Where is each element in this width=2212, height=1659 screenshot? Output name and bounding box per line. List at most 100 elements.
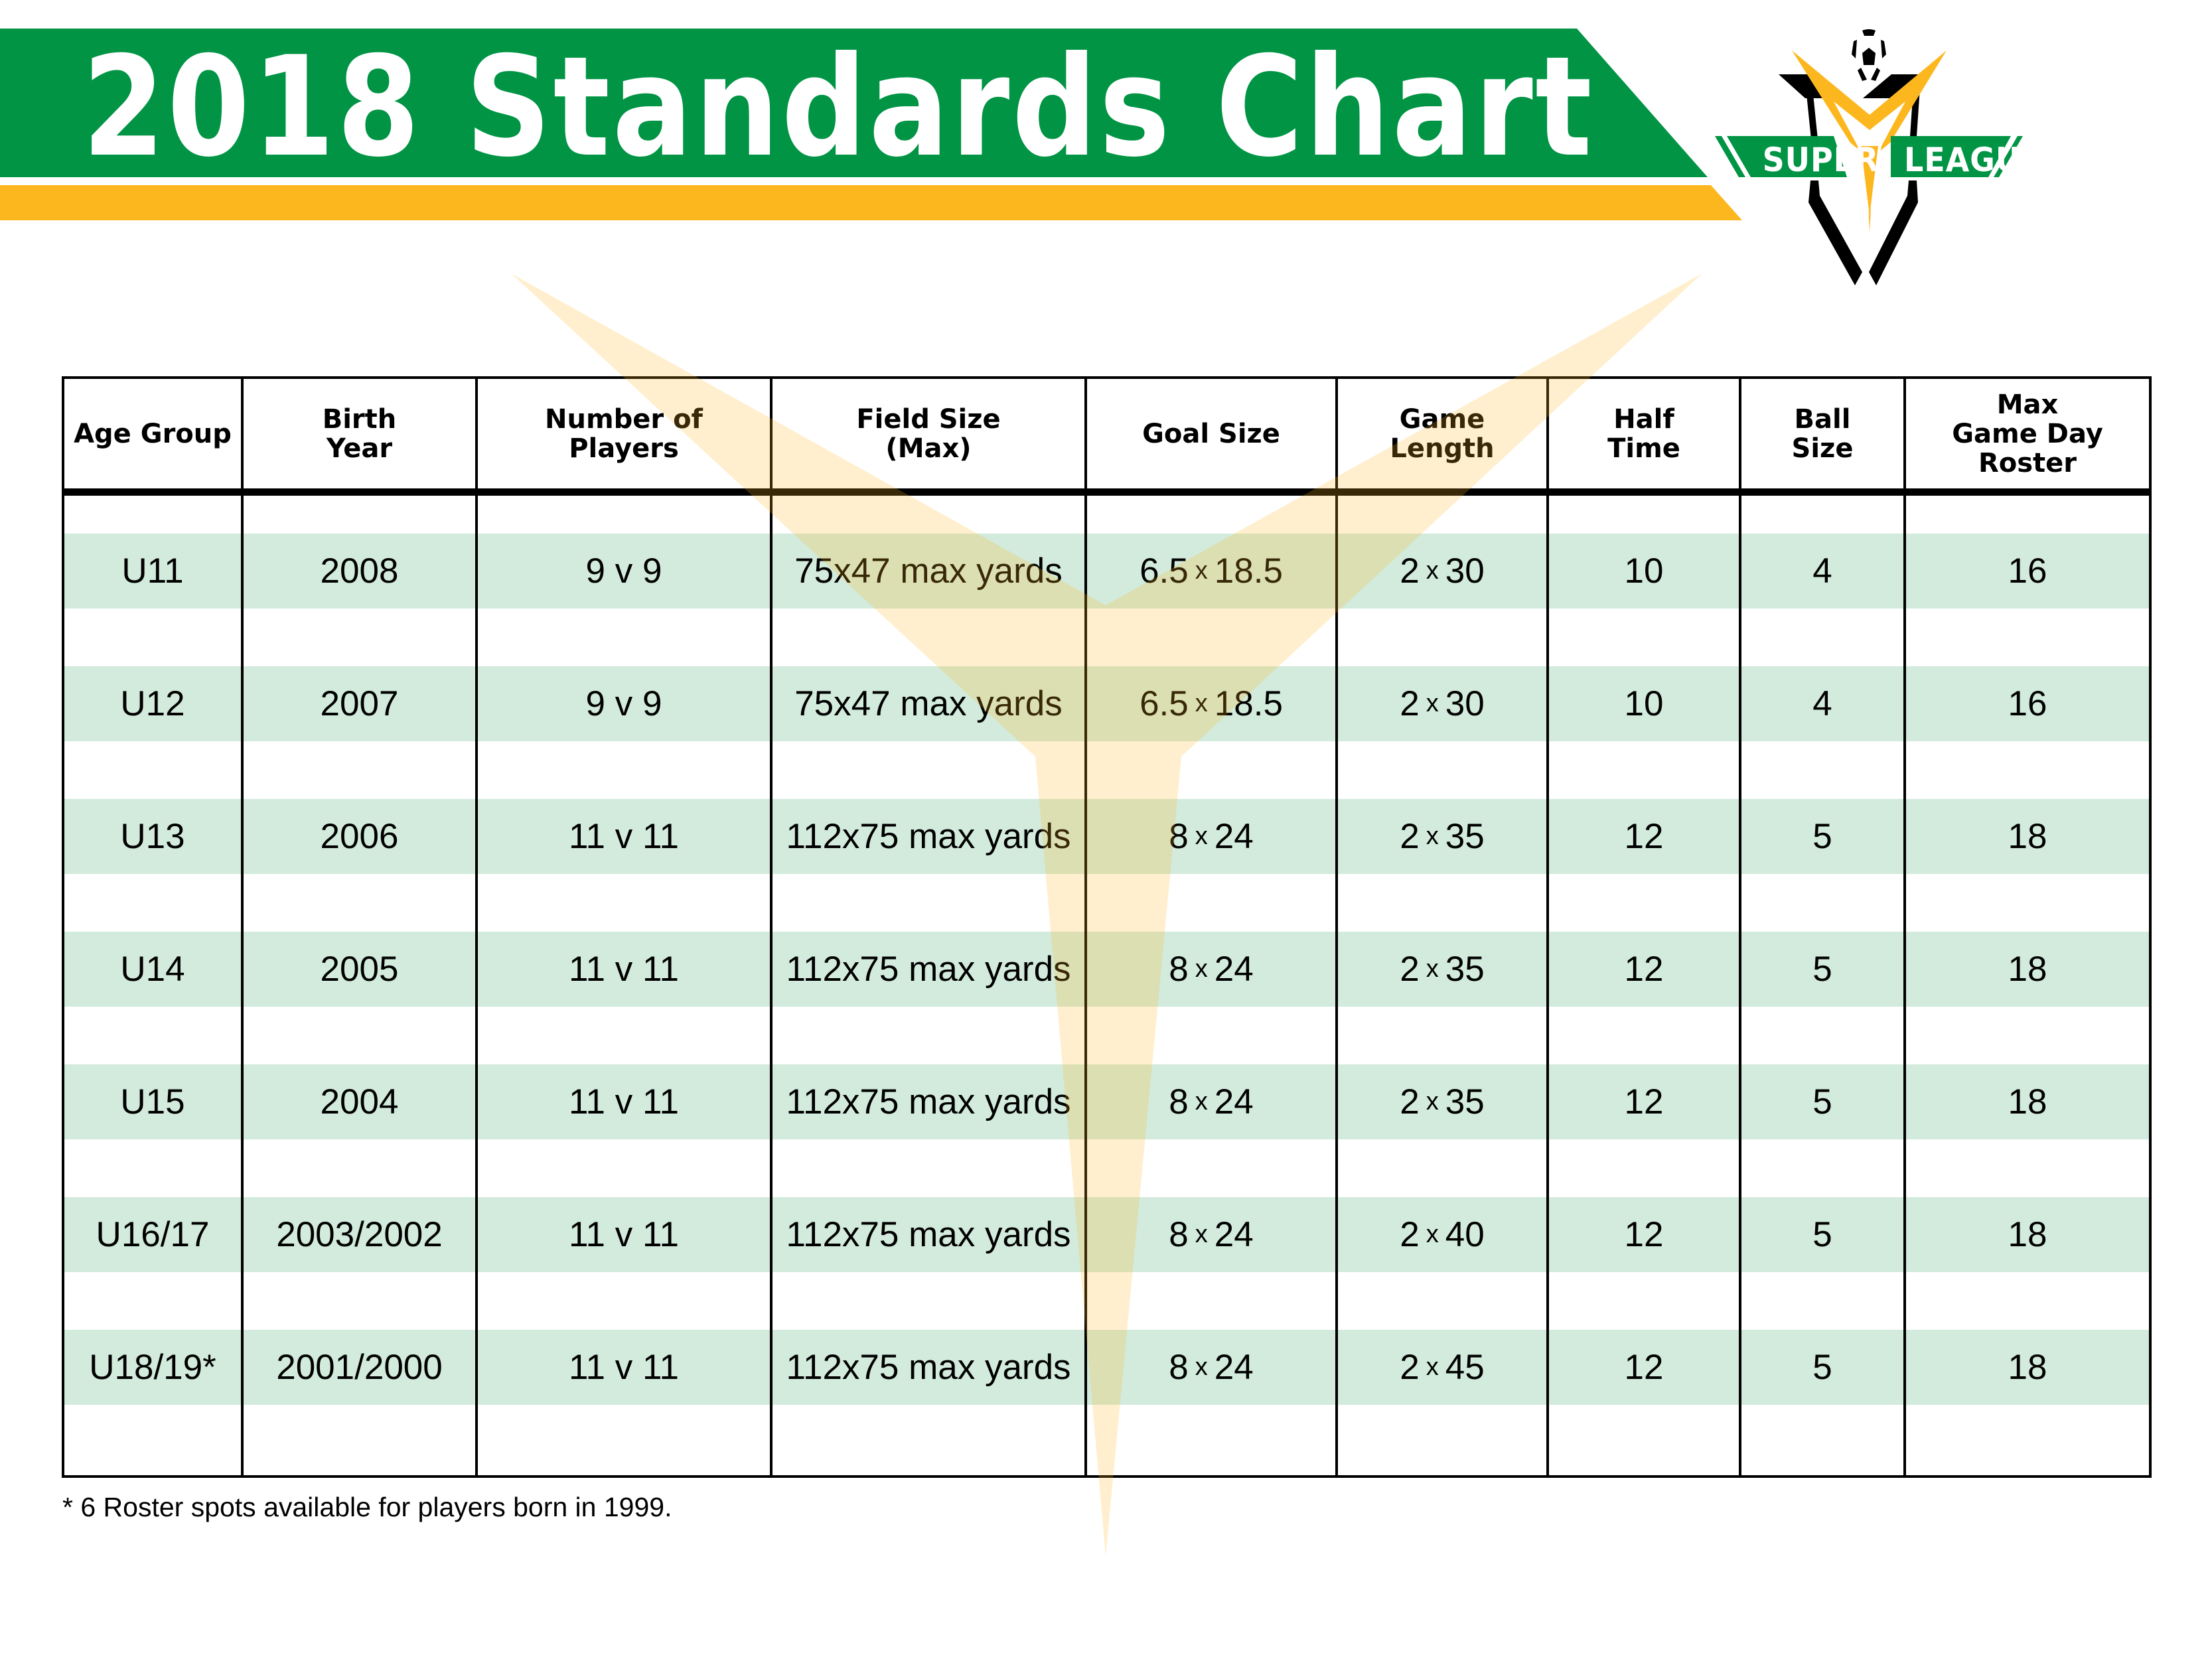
- cell-half-time: 12: [1624, 950, 1664, 989]
- goal-height: 8: [1169, 1215, 1189, 1254]
- cell-half-time: 12: [1624, 1348, 1664, 1387]
- cell-field-size: 75x47 max yards: [794, 551, 1063, 591]
- column-divider: [475, 379, 478, 1475]
- cell-players: 11 v 11: [569, 950, 679, 989]
- goal-width: 24: [1214, 950, 1254, 989]
- column-divider: [1084, 379, 1087, 1475]
- goal-width: 24: [1214, 1082, 1254, 1121]
- cell-ball-size: 5: [1812, 1348, 1832, 1387]
- cell-age-group: U18/19*: [89, 1348, 216, 1387]
- cell-half-time: 12: [1624, 1215, 1664, 1254]
- cell-roster: 18: [2008, 950, 2047, 989]
- column-header-birth-year: Birth Year: [322, 403, 397, 464]
- cell-birth-year: 2006: [320, 817, 399, 856]
- column-header-age-group: Age Group: [74, 418, 232, 449]
- times-sign: x: [1195, 955, 1208, 983]
- cell-field-size: 75x47 max yards: [794, 684, 1063, 723]
- cell-players: 11 v 11: [569, 1348, 679, 1387]
- table-header-row: Age Group Birth Year Number of Players F…: [64, 379, 2149, 488]
- table-row-u16-17: U16/17 2003/2002 11 v 11 112x75 max yard…: [64, 1197, 2149, 1272]
- row-band: [64, 1330, 2149, 1405]
- row-band: [64, 666, 2149, 741]
- cell-ball-size: 4: [1812, 684, 1832, 723]
- cell-goal-size: 6.5 x 18.5: [1087, 666, 1335, 741]
- column-divider: [241, 379, 244, 1475]
- cell-age-group: U11: [121, 551, 184, 591]
- cell-ball-size: 5: [1812, 950, 1832, 989]
- goal-width: 24: [1214, 817, 1254, 856]
- cell-goal-size: 6.5 x 18.5: [1087, 534, 1335, 609]
- column-header-number-of-players: Number of Players: [545, 403, 703, 464]
- cell-field-size: 112x75 max yards: [786, 950, 1071, 989]
- super-league-logo: SUPER LEAGUE: [1712, 13, 2190, 299]
- column-divider: [770, 379, 773, 1475]
- column-header-goal-size: Goal Size: [1142, 418, 1280, 449]
- cell-game-length: 2 x 40: [1338, 1197, 1546, 1272]
- cell-birth-year: 2001/2000: [276, 1348, 443, 1387]
- cell-goal-size: 8 x 24: [1087, 799, 1335, 874]
- goal-width: 24: [1214, 1215, 1254, 1254]
- periods: 2: [1400, 684, 1420, 723]
- cell-players: 11 v 11: [569, 1215, 679, 1254]
- minutes: 30: [1445, 684, 1485, 723]
- minutes: 30: [1445, 551, 1485, 591]
- page-title: 2018 Standards Chart: [82, 27, 1595, 188]
- goal-width: 18.5: [1214, 684, 1283, 723]
- row-band: [64, 1197, 2149, 1272]
- table-row-u15: U15 2004 11 v 11 112x75 max yards 8 x 24 2…: [64, 1064, 2149, 1139]
- cell-game-length: 2 x 45: [1338, 1330, 1546, 1405]
- cell-game-length: 2 x 30: [1338, 666, 1546, 741]
- times-sign: x: [1195, 689, 1208, 717]
- cell-game-length: 2 x 35: [1338, 932, 1546, 1007]
- cell-half-time: 12: [1624, 817, 1664, 856]
- times-sign: x: [1426, 557, 1439, 585]
- goal-height: 6.5: [1140, 551, 1189, 591]
- minutes: 35: [1445, 817, 1485, 856]
- soccer-ball-icon: [1851, 21, 1887, 81]
- times-sign: x: [1426, 689, 1439, 717]
- column-divider: [1739, 379, 1741, 1475]
- goal-width: 24: [1214, 1348, 1254, 1387]
- goal-height: 8: [1169, 950, 1189, 989]
- periods: 2: [1400, 551, 1420, 591]
- times-sign: x: [1195, 1220, 1208, 1248]
- cell-birth-year: 2004: [320, 1082, 399, 1121]
- cell-roster: 18: [2008, 1082, 2047, 1121]
- column-header-ball-size: Ball Size: [1791, 403, 1854, 464]
- row-band: [64, 799, 2149, 874]
- title-banner: 2018 Standards Chart: [0, 0, 1792, 239]
- column-divider: [1903, 379, 1906, 1475]
- row-band: [64, 1064, 2149, 1139]
- goal-height: 6.5: [1140, 684, 1189, 723]
- goal-height: 8: [1169, 817, 1189, 856]
- cell-roster: 18: [2008, 1215, 2047, 1254]
- periods: 2: [1400, 817, 1420, 856]
- cell-age-group: U15: [120, 1082, 185, 1121]
- cell-goal-size: 8 x 24: [1087, 932, 1335, 1007]
- minutes: 35: [1445, 950, 1485, 989]
- table-row-u18-19: U18/19* 2001/2000 11 v 11 112x75 max yar…: [64, 1330, 2149, 1405]
- column-header-game-length: Game Length: [1390, 403, 1495, 464]
- cell-players: 11 v 11: [569, 1082, 679, 1121]
- row-band: [64, 534, 2149, 609]
- logo-word-league: LEAGUE: [1904, 141, 2043, 179]
- cell-goal-size: 8 x 24: [1087, 1197, 1335, 1272]
- column-header-half-time: Half Time: [1607, 403, 1680, 464]
- cell-roster: 16: [2008, 551, 2047, 591]
- goal-width: 18.5: [1214, 551, 1283, 591]
- cell-birth-year: 2008: [320, 551, 399, 591]
- cell-roster: 18: [2008, 817, 2047, 856]
- cell-players: 9 v 9: [585, 684, 662, 723]
- periods: 2: [1400, 1348, 1420, 1387]
- cell-goal-size: 8 x 24: [1087, 1064, 1335, 1139]
- cell-birth-year: 2007: [320, 684, 399, 723]
- logo-word-super: SUPER: [1762, 141, 1880, 179]
- cell-game-length: 2 x 35: [1338, 1064, 1546, 1139]
- cell-age-group: U14: [120, 950, 185, 989]
- row-band: [64, 932, 2149, 1007]
- table-row-u11: U11 2008 9 v 9 75x47 max yards 6.5 x 18.5 …: [64, 534, 2149, 609]
- times-sign: x: [1195, 1353, 1208, 1381]
- times-sign: x: [1195, 557, 1208, 585]
- column-divider: [1546, 379, 1549, 1475]
- goal-height: 8: [1169, 1082, 1189, 1121]
